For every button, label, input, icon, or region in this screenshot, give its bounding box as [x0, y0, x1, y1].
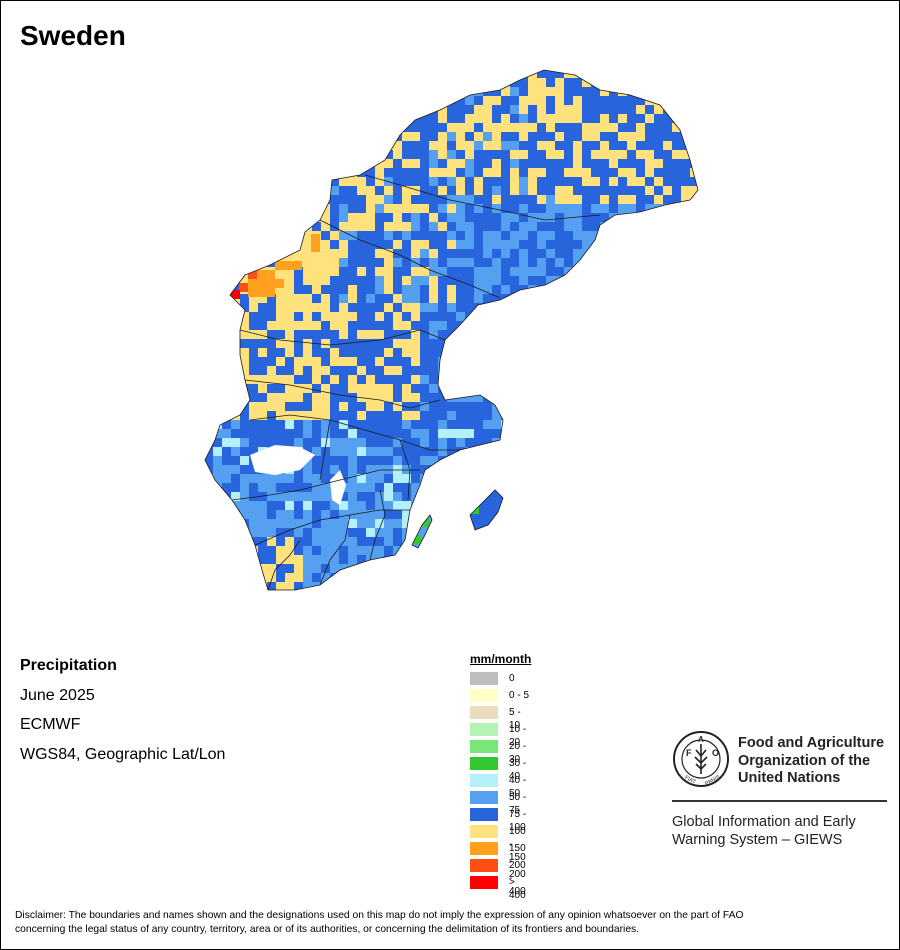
fao-logo-letter-o: O	[712, 748, 719, 758]
lake-vattern	[330, 470, 346, 505]
legend-label: 75 - 100	[509, 809, 527, 833]
disclaimer-line2: concerning the legal status of any count…	[15, 924, 640, 935]
legend-swatch	[470, 859, 498, 872]
legend-item: 75 - 100	[470, 806, 531, 833]
legend-label: 5 - 10	[509, 707, 521, 731]
legend-label: > 400	[509, 877, 526, 901]
variable-label: Precipitation	[20, 657, 117, 674]
giews-line1: Global Information and Early	[672, 814, 856, 830]
fao-motto-left: FIAT	[683, 775, 697, 786]
period-label: June 2025	[20, 686, 95, 704]
legend-swatch	[470, 808, 498, 821]
fao-logo-letter-a: A	[698, 735, 704, 744]
precipitation-grid	[205, 70, 698, 590]
legend-swatch	[470, 876, 498, 889]
legend-item: 0	[470, 670, 531, 687]
legend: mm/month 0 0 - 5 5 - 10 10 - 20 20 - 30 30 - …	[470, 652, 532, 901]
fao-org-line1: Food and Agriculture	[738, 735, 885, 751]
disclaimer-line1: Disclaimer: The boundaries and names sho…	[15, 910, 744, 921]
fao-divider	[672, 800, 887, 802]
legend-swatch	[470, 774, 498, 787]
precipitation-map	[204, 69, 699, 591]
map-title: Sweden	[20, 20, 126, 51]
oland-grid	[412, 515, 432, 548]
legend-item: 0 - 5	[470, 687, 531, 704]
source-label: ECMWF	[20, 716, 81, 733]
lake-vanern	[250, 445, 315, 475]
legend-item: 200 - 400	[470, 857, 531, 897]
legend-item: 100 - 150	[470, 823, 531, 863]
legend-rows: 0 0 - 5 5 - 10 10 - 20 20 - 30 30 - 40 40 - 50…	[470, 670, 531, 901]
legend-swatch	[470, 825, 498, 838]
giews-line2: Warning System – GIEWS	[672, 832, 843, 848]
legend-label: 40 - 50	[509, 775, 527, 799]
legend-swatch	[470, 723, 498, 736]
legend-label: 0	[509, 673, 515, 684]
legend-label: 0 - 5	[509, 690, 530, 701]
legend-swatch	[470, 689, 498, 702]
fao-logo-letter-f: F	[686, 748, 692, 758]
legend-label: 100 - 150	[509, 826, 526, 863]
fao-org-line3: United Nations	[738, 770, 841, 786]
admin-boundaries	[204, 69, 699, 591]
legend-label: 50 - 75	[509, 792, 527, 816]
legend-item: 5 - 10	[470, 704, 531, 731]
legend-item: > 400	[470, 874, 531, 901]
legend-label: 150 - 200	[509, 843, 526, 880]
legend-item: 50 - 75	[470, 789, 531, 816]
disclaimer: Disclaimer: The boundaries and names sho…	[15, 909, 885, 937]
projection-label: WGS84, Geographic Lat/Lon	[20, 745, 226, 763]
legend-swatch	[470, 791, 498, 804]
fao-logo-icon: F O A FIAT PANIS	[673, 731, 729, 787]
legend-swatch	[470, 757, 498, 770]
fao-org-line2: Organization of the	[738, 752, 871, 769]
legend-label: 10 - 20	[509, 724, 527, 748]
gotland-grid	[470, 490, 503, 530]
legend-item: 30 - 40	[470, 755, 531, 782]
legend-title: mm/month	[470, 652, 532, 666]
legend-item: 40 - 50	[470, 772, 531, 799]
legend-label: 20 - 30	[509, 741, 527, 765]
map-info: Precipitation June 2025 ECMWF WGS84, Geo…	[20, 656, 225, 774]
legend-label: 200 - 400	[509, 860, 526, 897]
legend-swatch	[470, 672, 498, 685]
legend-label: 30 - 40	[509, 758, 527, 782]
legend-item: 150 - 200	[470, 840, 531, 880]
giews-name: Global Information and Early Warning Sys…	[672, 813, 856, 849]
legend-swatch	[470, 740, 498, 753]
legend-swatch	[470, 706, 498, 719]
legend-swatch	[470, 842, 498, 855]
legend-item: 10 - 20	[470, 721, 531, 748]
legend-item: 20 - 30	[470, 738, 531, 765]
fao-org-name: Food and Agriculture Organization of the…	[738, 735, 884, 788]
